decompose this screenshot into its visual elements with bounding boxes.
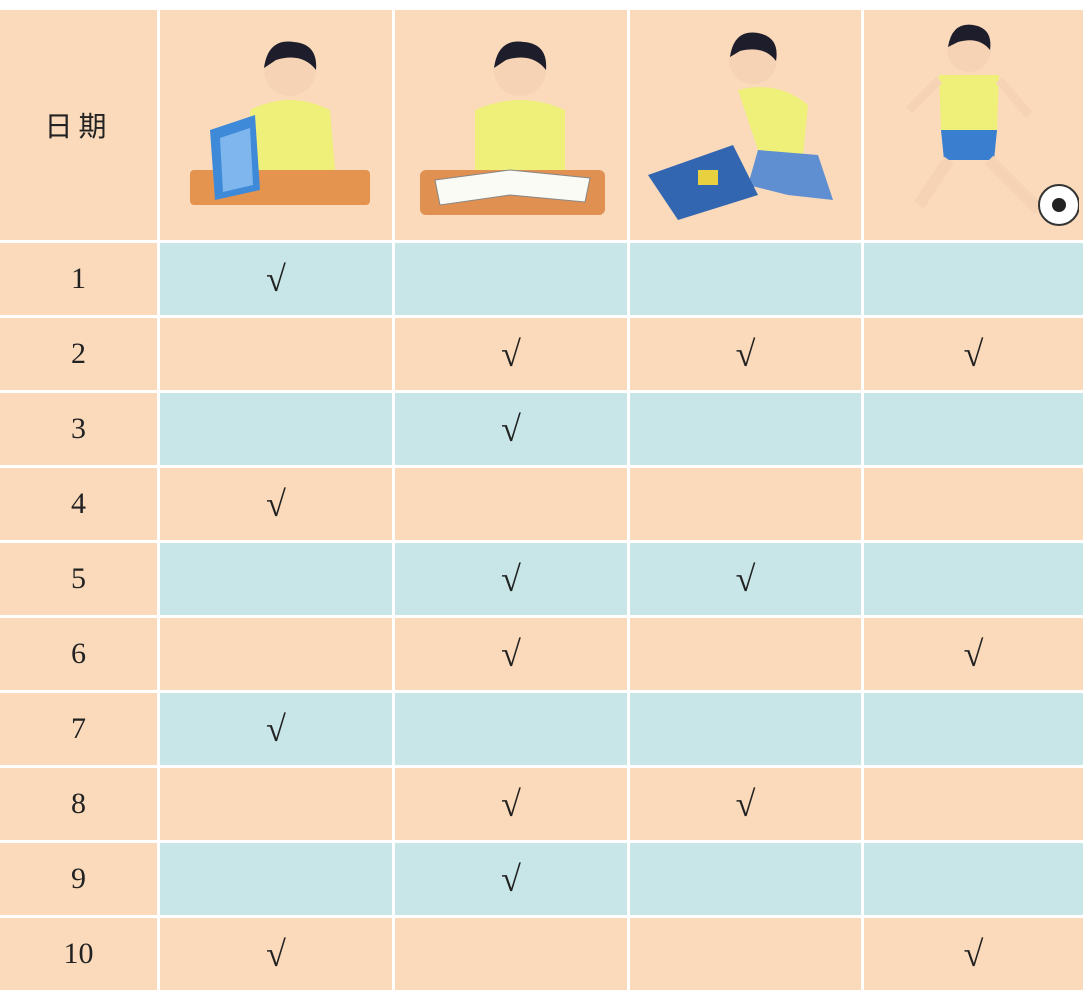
check-cell: √	[395, 768, 630, 843]
check-cell: √	[160, 693, 395, 768]
check-cell: √	[630, 543, 864, 618]
check-cell: √	[395, 543, 630, 618]
check-cell	[395, 918, 630, 993]
header-picture	[160, 10, 395, 243]
header-picture	[395, 10, 630, 243]
date-cell: 2	[0, 318, 160, 393]
check-cell: √	[395, 618, 630, 693]
check-cell	[630, 468, 864, 543]
date-cell: 5	[0, 543, 160, 618]
check-cell	[630, 243, 864, 318]
check-cell	[630, 843, 864, 918]
check-cell	[160, 843, 395, 918]
check-cell: √	[395, 393, 630, 468]
header-picture	[630, 10, 864, 243]
check-cell	[864, 768, 1086, 843]
date-cell: 9	[0, 843, 160, 918]
check-cell	[395, 243, 630, 318]
check-cell	[395, 693, 630, 768]
check-cell	[160, 543, 395, 618]
check-cell	[160, 768, 395, 843]
check-cell	[864, 693, 1086, 768]
date-cell: 10	[0, 918, 160, 993]
football-illustration	[905, 24, 1079, 226]
date-cell: 6	[0, 618, 160, 693]
check-cell	[630, 618, 864, 693]
check-cell	[395, 468, 630, 543]
check-cell	[630, 918, 864, 993]
check-cell: √	[160, 243, 395, 318]
date-cell: 7	[0, 693, 160, 768]
check-cell	[160, 618, 395, 693]
check-cell: √	[630, 768, 864, 843]
check-cell	[864, 543, 1086, 618]
check-cell: √	[864, 618, 1086, 693]
check-cell	[864, 468, 1086, 543]
check-cell	[864, 393, 1086, 468]
puzzle-illustration	[648, 32, 833, 220]
header-picture	[864, 10, 1086, 243]
check-cell	[630, 693, 864, 768]
check-cell	[630, 393, 864, 468]
check-cell	[864, 243, 1086, 318]
header-cell: 日期	[0, 10, 160, 243]
check-cell: √	[160, 918, 395, 993]
check-cell: √	[864, 318, 1086, 393]
check-cell	[160, 318, 395, 393]
check-cell: √	[395, 843, 630, 918]
date-cell: 1	[0, 243, 160, 318]
check-cell	[864, 843, 1086, 918]
check-cell: √	[160, 468, 395, 543]
date-cell: 3	[0, 393, 160, 468]
check-cell	[160, 393, 395, 468]
reading-illustration	[190, 41, 370, 205]
check-cell: √	[864, 918, 1086, 993]
writing-illustration	[420, 41, 605, 215]
date-cell: 4	[0, 468, 160, 543]
check-cell: √	[395, 318, 630, 393]
date-cell: 8	[0, 768, 160, 843]
check-cell: √	[630, 318, 864, 393]
